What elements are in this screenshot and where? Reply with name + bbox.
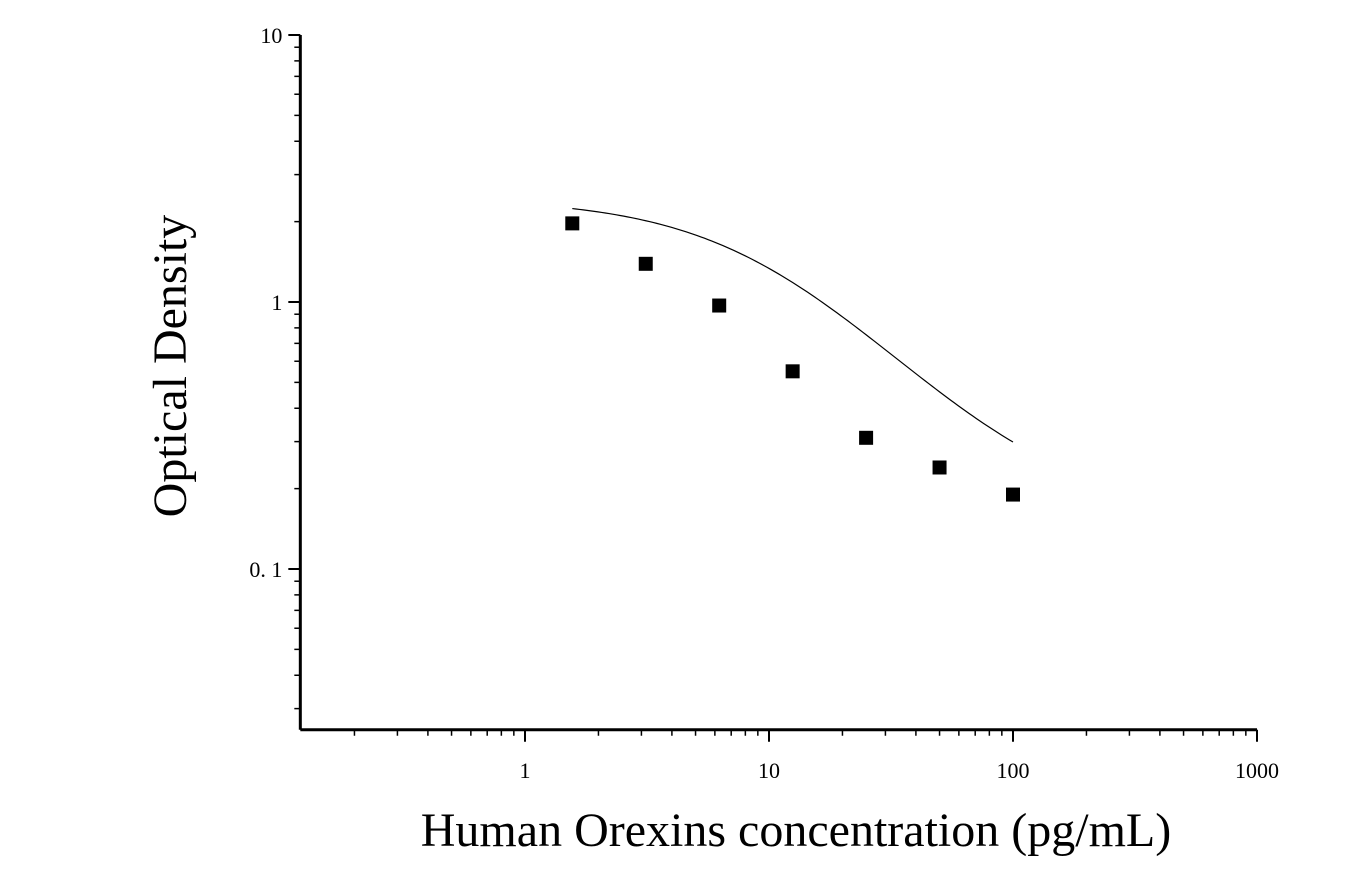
- major-ticks: [288, 34, 1258, 742]
- fit-curve: [572, 207, 1014, 443]
- y-tick-label: 0. 1: [249, 557, 282, 582]
- x-tick-label: 10: [758, 758, 780, 783]
- tick-labels: 1 10 100 1000 0. 1 1 10: [249, 23, 1279, 783]
- minor-ticks: [294, 46, 1247, 736]
- data-point: [638, 256, 653, 271]
- data-point: [1006, 487, 1020, 502]
- data-point: [712, 298, 727, 313]
- x-axis-title: Human Orexins concentration (pg/mL): [421, 804, 1171, 857]
- x-tick-label: 100: [997, 758, 1030, 783]
- data-point: [932, 460, 947, 475]
- x-tick-label: 1000: [1235, 758, 1279, 783]
- y-tick-label: 1: [271, 290, 282, 315]
- y-tick-label: 10: [260, 23, 282, 48]
- data-point: [859, 430, 874, 445]
- data-point: [565, 216, 580, 231]
- data-point: [785, 364, 800, 379]
- y-axis-title: Optical Density: [144, 215, 197, 518]
- data-points: [565, 216, 1020, 502]
- x-tick-label: 1: [520, 758, 531, 783]
